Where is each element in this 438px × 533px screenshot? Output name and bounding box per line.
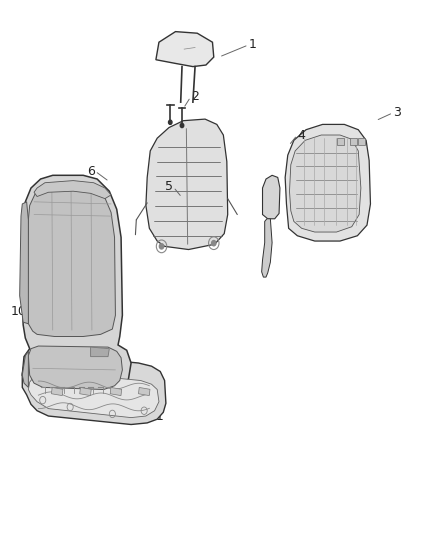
Polygon shape: [28, 183, 116, 336]
Polygon shape: [34, 181, 111, 199]
Polygon shape: [290, 135, 361, 232]
Polygon shape: [28, 346, 122, 390]
Polygon shape: [156, 31, 214, 67]
Text: 3: 3: [393, 106, 401, 119]
Polygon shape: [20, 202, 28, 324]
Bar: [138, 387, 150, 395]
Text: 2: 2: [191, 90, 198, 103]
Polygon shape: [146, 119, 228, 249]
Bar: [350, 138, 357, 144]
Polygon shape: [262, 175, 280, 219]
Polygon shape: [22, 175, 131, 391]
Circle shape: [169, 120, 172, 124]
Circle shape: [159, 244, 164, 249]
Polygon shape: [22, 354, 166, 424]
Polygon shape: [285, 124, 371, 241]
Polygon shape: [22, 351, 28, 387]
Bar: [80, 387, 91, 395]
Polygon shape: [261, 219, 272, 277]
Text: 7: 7: [60, 203, 67, 216]
Text: 1: 1: [249, 38, 257, 51]
Text: 10: 10: [11, 305, 27, 318]
Bar: [110, 387, 122, 395]
Polygon shape: [91, 347, 110, 357]
Circle shape: [180, 123, 184, 127]
Bar: [337, 138, 344, 144]
Text: 11: 11: [148, 409, 164, 423]
Circle shape: [212, 240, 216, 246]
Text: 4: 4: [297, 128, 305, 141]
Polygon shape: [28, 372, 159, 418]
Bar: [51, 387, 63, 395]
Text: 5: 5: [165, 181, 173, 193]
Text: 6: 6: [87, 165, 95, 177]
Bar: [358, 138, 365, 144]
Text: 9: 9: [19, 256, 27, 269]
